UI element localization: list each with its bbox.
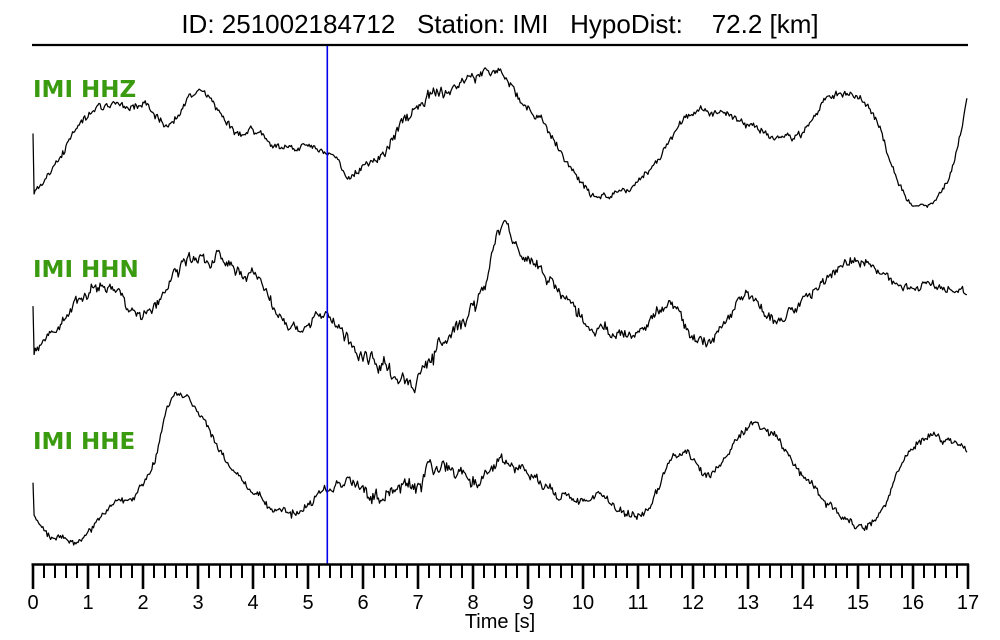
trace-label-hhe: IMI HHE: [33, 429, 135, 455]
tick-label: 13: [737, 592, 759, 614]
tick-label: 1: [82, 592, 93, 614]
tick-label: 0: [27, 592, 38, 614]
axis-tick-labels: 0 1 2 3 4 5 6 7 8 9 10 11 12 13 14 15 16 17: [27, 592, 979, 614]
tick-label: 7: [412, 592, 423, 614]
time-axis-label: Time [s]: [465, 611, 535, 633]
trace-label-hhn: IMI HHN: [33, 257, 139, 283]
tick-label: 17: [957, 592, 979, 614]
tick-label: 15: [847, 592, 869, 614]
tick-label: 6: [357, 592, 368, 614]
waveform-traces: [32, 67, 968, 546]
trace-label-hhz: IMI HHZ: [33, 77, 136, 103]
figure-title: ID: 251002184712 Station: IMI HypoDist: …: [181, 9, 819, 39]
tick-label: 10: [572, 592, 594, 614]
waveform-trace-imi-hhn: [32, 219, 967, 394]
tick-label: 16: [902, 592, 924, 614]
tick-label: 9: [522, 592, 533, 614]
tick-label: 11: [628, 592, 649, 614]
waveform-trace-imi-hhz: [32, 67, 968, 208]
axis-ticks: [31, 564, 970, 589]
tick-label: 5: [302, 592, 313, 614]
tick-label: 12: [682, 592, 704, 614]
time-axis: 0 1 2 3 4 5 6 7 8 9 10 11 12 13 14 15 16 17 Time [s]: [27, 563, 979, 633]
tick-label: 2: [137, 592, 148, 614]
waveform-trace-imi-hhe: [32, 391, 968, 546]
tick-label: 8: [467, 592, 478, 614]
tick-label: 4: [247, 592, 258, 614]
tick-label: 3: [192, 592, 203, 614]
tick-label: 14: [792, 592, 814, 614]
